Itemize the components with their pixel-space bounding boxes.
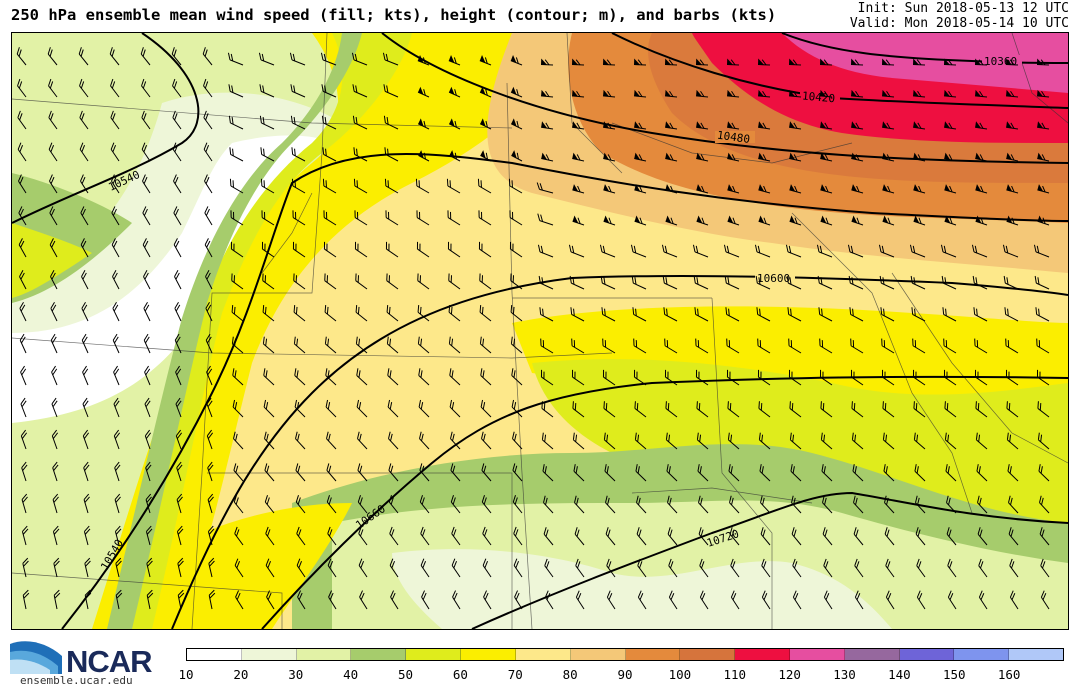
contour-10600	[171, 274, 1068, 629]
colorbar-tick-label: 100	[668, 667, 692, 682]
boundaries	[12, 33, 1068, 629]
ncar-logo: NCAR ensemble.ucar.edu	[10, 634, 160, 692]
fill-band-white-west	[12, 135, 332, 423]
colorbar-tick-label: 90	[617, 667, 633, 682]
colorbar-segment	[844, 649, 900, 660]
colorbar-segment	[570, 649, 626, 660]
colorbar-tick-label: 70	[507, 667, 523, 682]
colorbar-segment	[1009, 649, 1063, 660]
contour-10540-main	[61, 153, 1068, 629]
wind-map: 10360 10420 10480 10540 10600 10660 1072…	[11, 32, 1069, 630]
colorbar-segment	[735, 649, 790, 660]
colorbar-segment	[789, 649, 845, 660]
colorbar-segment	[680, 649, 736, 660]
colorbar-segment	[406, 649, 462, 660]
contour-10540-north	[12, 33, 200, 224]
colorbar	[186, 648, 1064, 661]
colorbar-tick-label: 50	[397, 667, 414, 682]
ncar-logo-text: NCAR	[66, 644, 153, 679]
contour-label-10360: 10360	[984, 55, 1017, 68]
init-time: Init: Sun 2018-05-13 12 UTC	[857, 1, 1069, 16]
contour-label-10420: 10420	[801, 89, 835, 105]
colorbar-tick-label: 120	[778, 667, 801, 682]
colorbar-ticks: 10 20 30 40 50 60 70 80 90 100 110 120 130 140 150 160	[178, 667, 1064, 683]
ncar-swoosh-icon	[10, 641, 62, 674]
timestamp-block: Init: Sun 2018-05-13 12 UTC Valid: Mon 2…	[850, 1, 1069, 31]
colorbar-segment	[625, 649, 681, 660]
contour-label-10480: 10480	[716, 129, 751, 146]
fill-band-magenta-north	[782, 33, 1068, 93]
colorbar-tick-label: 110	[723, 667, 747, 682]
colorbar-segment	[351, 649, 407, 660]
map-title: 250 hPa ensemble mean wind speed (fill; …	[11, 6, 777, 24]
colorbar-segment	[899, 649, 955, 660]
colorbar-tick-label: 150	[942, 667, 966, 682]
colorbar-segment	[461, 649, 516, 660]
valid-time: Valid: Mon 2018-05-14 10 UTC	[849, 16, 1069, 31]
colorbar-tick-label: 40	[343, 667, 359, 682]
contour-10660	[261, 375, 1068, 629]
colorbar-segment	[515, 649, 571, 660]
map-canvas: 10360 10420 10480 10540 10600 10660 1072…	[12, 33, 1068, 629]
colorbar-tick-label: 80	[562, 667, 578, 682]
colorbar-segment	[296, 649, 352, 660]
ncar-url: ensemble.ucar.edu	[20, 674, 133, 687]
colorbar-segment	[187, 649, 242, 660]
height-contours	[12, 33, 1068, 629]
colorbar-tick-label: 130	[833, 667, 856, 682]
colorbar-tick-label: 140	[888, 667, 911, 682]
contour-label-10600: 10600	[757, 272, 790, 285]
fill-band-lime-sw	[12, 223, 92, 298]
colorbar-segment	[954, 649, 1010, 660]
colorbar-tick-label: 20	[233, 667, 249, 682]
fill-band-midgreen-west	[107, 33, 362, 629]
colorbar-segment	[241, 649, 297, 660]
colorbar-tick-label: 10	[178, 667, 194, 682]
contour-10480	[381, 33, 1068, 164]
contour-10720	[471, 491, 1068, 629]
colorbar-tick-label: 160	[997, 667, 1021, 682]
colorbar-tick-label: 60	[452, 667, 468, 682]
colorbar-tick-label: 30	[288, 667, 304, 682]
